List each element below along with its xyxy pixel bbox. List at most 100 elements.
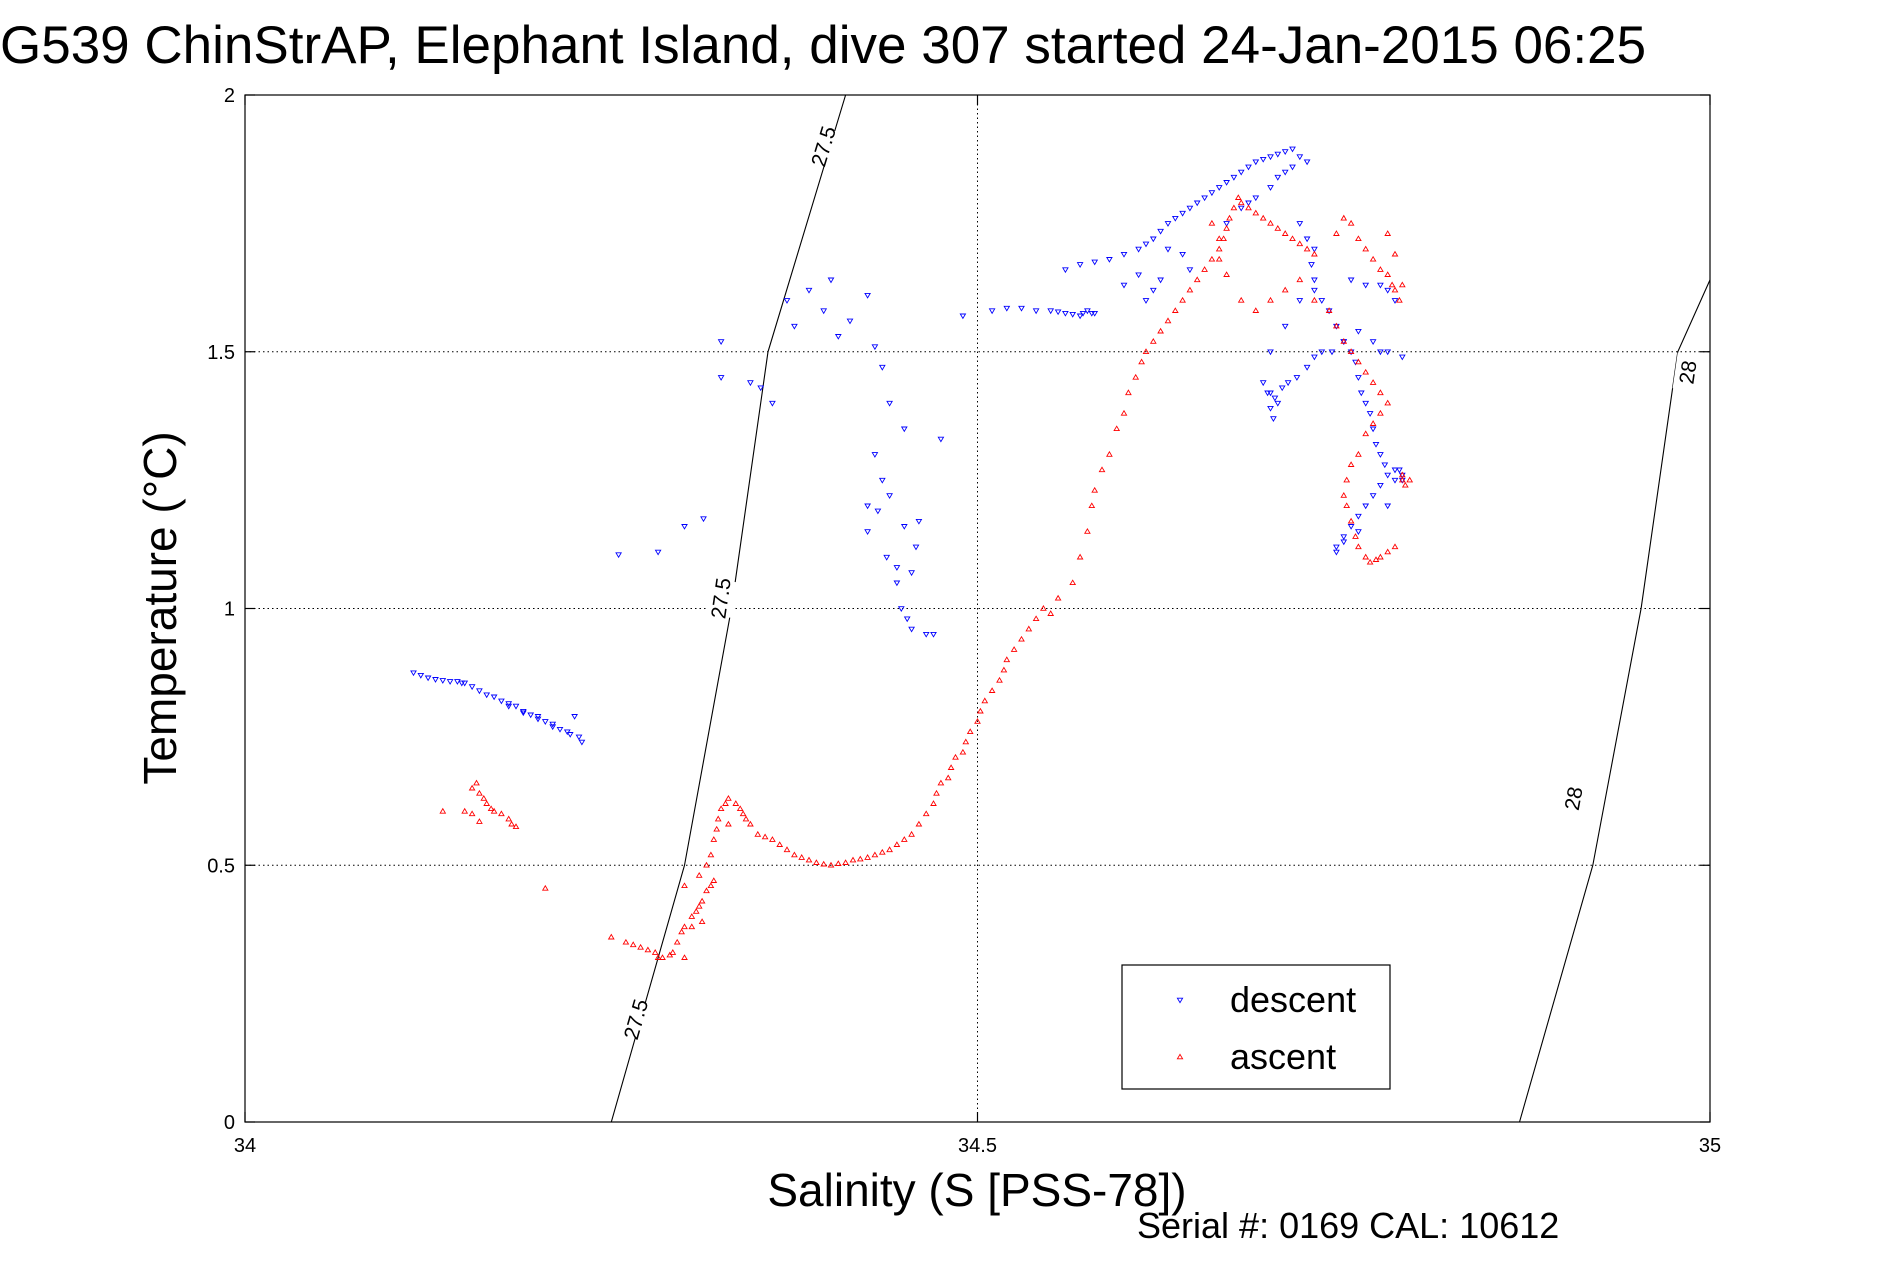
ascent-point [483,800,491,806]
ascent-point [607,933,615,940]
ascent-point [698,897,706,904]
descent-point [1362,503,1370,510]
descent-point [1270,416,1277,422]
ascent-point [1362,245,1370,252]
ascent-point [1355,543,1362,550]
descent-point [883,554,891,561]
descent-point [1362,400,1370,407]
ascent-point [1398,476,1406,483]
descent-point [681,524,688,530]
ascent-point [714,815,722,822]
descent-point [1157,277,1164,284]
descent-point [900,524,908,530]
descent-point [791,323,798,330]
ascent-point [864,854,871,860]
ascent-point [1391,286,1399,293]
ascent-point [439,807,447,814]
descent-point [1281,323,1289,330]
ascent-point [856,855,864,862]
ascent-point [1069,579,1077,586]
y-axis-label: Temperature (°C) [134,431,186,784]
ascent-point [1406,476,1414,483]
descent-point [1340,534,1348,541]
contour-label-bg [705,578,737,618]
ascent-point [1340,492,1348,498]
descent-point [424,675,432,682]
ascent-point [1366,558,1374,565]
ascent-point [678,928,685,935]
descent-point [1062,267,1069,274]
ascent-point [1106,450,1113,457]
descent-point [1311,354,1318,361]
legend-label-descent: descent [1230,979,1356,1020]
descent-point [1398,354,1406,361]
descent-point [519,710,527,717]
descent-point [717,339,725,345]
descent-point [446,679,454,685]
descent-point [1274,400,1282,407]
ascent-point [1084,528,1091,534]
descent-point [1391,467,1399,474]
descent-point [519,708,527,715]
descent-point [1377,482,1384,489]
ascent-point [1352,533,1359,539]
y-tick-label: 1 [224,599,235,621]
ascent-point [512,823,520,830]
ascent-point [476,789,483,796]
ascent-point [849,856,857,863]
ascent-point [1091,486,1099,493]
descent-point [1069,311,1077,318]
descent-point [1391,298,1399,304]
ascent-point [1047,610,1055,616]
ascent-point [1149,338,1157,344]
descent-point [498,698,505,705]
ascent-point [944,774,952,781]
ascent-point [1391,250,1399,257]
ascent-point [1311,296,1318,303]
ascent-point [922,810,930,817]
legend: descent ascent [1121,964,1391,1090]
ascent-point [893,841,901,847]
ascent-point [695,902,703,909]
descent-point [1054,309,1062,316]
ascent-point [1252,307,1260,313]
ascent-point [688,913,696,919]
descent-point [1120,282,1128,289]
ascent-point [692,908,700,914]
descent-point [1281,169,1289,176]
ascent-point [783,846,791,853]
ascent-point [1355,450,1362,457]
ascent-point [461,807,469,814]
ascent-point [1369,379,1377,385]
ascent-point [1234,194,1242,200]
ascent-point [1171,307,1179,313]
descent-point [439,678,447,684]
descent-point [717,375,725,381]
ascent-point [1343,502,1351,509]
ascent-point [1237,199,1245,206]
ascent-point [1179,296,1186,303]
ascent-point [805,856,813,863]
ascent-point [736,805,744,812]
ascent-point [1391,543,1399,550]
ascent-point [1296,240,1304,247]
descent-point [1271,395,1279,402]
descent-point [483,692,491,699]
ascent-point [505,815,513,822]
y-tick-label: 1.5 [207,342,235,364]
ascent-point [1289,235,1296,242]
x-tick-label: 34.5 [958,1135,997,1157]
y-tick-label: 0 [224,1112,235,1134]
descent-point [1091,310,1099,317]
descent-point [1372,441,1380,448]
ascent-point [644,946,652,953]
descent-point [1135,246,1142,253]
descent-point [654,549,662,556]
ascent-point [1032,615,1040,622]
ascent-point [1025,625,1033,632]
descent-point [1355,513,1362,520]
descent-point [512,703,520,710]
ascent-point [717,805,725,812]
ascent-series [439,194,1414,960]
descent-point [1142,298,1150,304]
